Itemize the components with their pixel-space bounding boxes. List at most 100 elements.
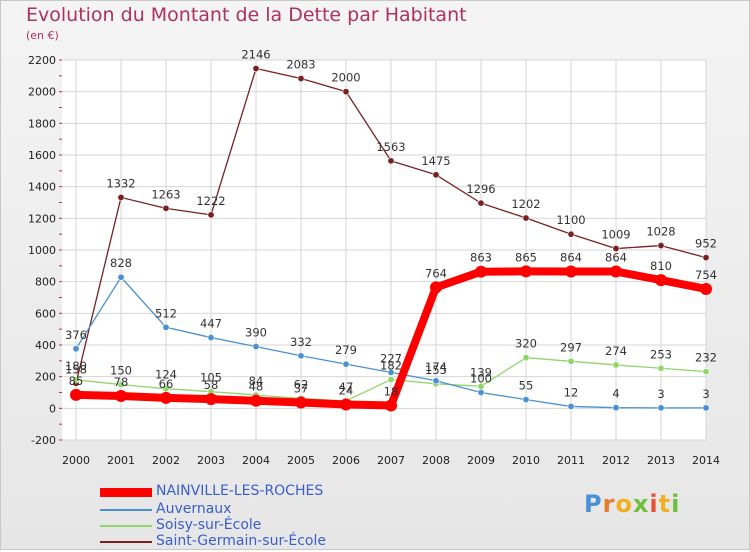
data-label: 447 [200,317,222,331]
data-point [477,199,485,207]
data-point [297,75,305,83]
data-label: 828 [110,256,132,270]
data-point [162,323,170,331]
y-tick-label: 1800 [28,117,56,130]
data-point [387,368,395,376]
x-tick-label: 2013 [647,454,675,467]
data-label: 2146 [241,48,270,62]
y-tick-label: 600 [35,307,56,320]
data-label: 863 [470,251,492,265]
data-label: 2083 [286,58,315,72]
logo-letter: o [615,490,633,518]
data-label: 1332 [106,176,135,190]
data-point [612,245,620,253]
data-point [72,376,80,384]
data-point [612,361,620,369]
data-point [702,404,710,412]
y-tick-label: 1000 [28,244,56,257]
data-point [610,265,622,278]
data-point [567,402,575,410]
x-tick-label: 2000 [62,454,90,467]
legend-label: Soisy-sur-École [156,517,262,533]
proxiti-logo[interactable]: Proxiti [584,490,680,518]
x-tick-label: 2012 [602,454,630,467]
data-point [160,391,172,404]
data-label: 62 [294,378,309,392]
data-point [432,171,440,179]
legend-swatch [100,525,152,527]
data-point [115,389,127,402]
data-point [207,334,215,342]
y-tick-label: 2000 [28,86,56,99]
x-tick-label: 2003 [197,454,225,467]
data-point [72,345,80,353]
x-tick-label: 2001 [107,454,135,467]
data-label: 37 [294,381,309,395]
data-point [430,281,442,294]
data-point [657,242,665,250]
x-tick-label: 2014 [692,454,720,467]
y-tick-label: -200 [31,434,56,447]
data-point [117,193,125,201]
data-point [655,274,667,287]
y-tick-label: 1200 [28,212,56,225]
data-point [340,398,352,411]
data-label: 3 [657,387,664,401]
data-point [657,404,665,412]
data-point [522,214,530,222]
x-tick-label: 2011 [557,454,585,467]
y-tick-label: 1600 [28,149,56,162]
data-label: 18 [384,384,399,398]
data-label: 155 [425,363,447,377]
data-label: 158 [65,362,87,376]
data-label: 3 [702,387,709,401]
data-label: 66 [159,377,174,391]
data-point [70,388,82,401]
x-tick-label: 2008 [422,454,450,467]
data-label: 810 [650,259,672,273]
x-tick-label: 2005 [287,454,315,467]
data-point [205,393,217,406]
data-label: 865 [515,250,537,264]
data-point [700,282,712,295]
data-point [565,265,577,278]
data-point [522,354,530,362]
data-point [252,65,260,73]
data-label: 124 [155,368,177,382]
data-label: 100 [470,372,492,386]
chart-title: Evolution du Montant de la Dette par Hab… [26,4,467,26]
data-label: 1028 [646,225,675,239]
data-label: 232 [695,351,717,365]
legend-swatch [100,541,152,543]
data-label: 180 [65,359,87,373]
logo-letter: t [658,490,672,518]
legend-label: Saint-Germain-sur-École [156,533,326,549]
x-tick-label: 2009 [467,454,495,467]
data-point [387,376,395,384]
logo-letter: i [671,490,681,518]
data-point [295,396,307,409]
data-label: 4 [612,387,619,401]
data-label: 1100 [556,213,585,227]
data-point [207,211,215,219]
data-label: 864 [560,251,582,265]
legend-label: NAINVILLE-LES-ROCHES [156,483,324,499]
data-label: 84 [249,374,264,388]
data-label: 55 [519,379,534,393]
x-tick-label: 2002 [152,454,180,467]
y-tick-label: 1400 [28,181,56,194]
data-label: 1263 [151,187,180,201]
data-label: 754 [695,268,717,282]
y-tick-label: 400 [35,339,56,352]
data-label: 332 [290,335,312,349]
y-tick-label: 2200 [28,54,56,67]
legend-swatch [100,509,152,511]
data-label: 1563 [376,140,405,154]
data-label: 390 [245,326,267,340]
data-label: 105 [200,371,222,385]
data-point [477,388,485,396]
data-label: 1009 [601,228,630,242]
data-label: 12 [564,385,579,399]
data-label: 24 [339,384,354,398]
